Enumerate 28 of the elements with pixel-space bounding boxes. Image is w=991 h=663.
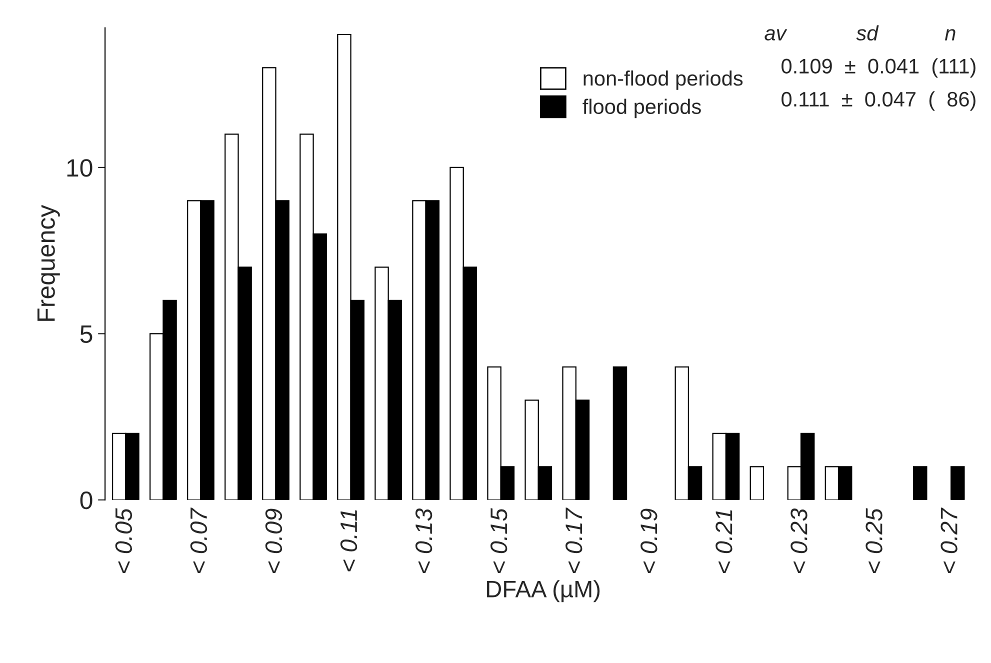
x-tick-label: < 0.21 [716, 510, 732, 574]
legend-label: flood periods [582, 98, 701, 118]
x-tick-label: < 0.27 [940, 508, 958, 574]
y-tick-label: 5 [80, 326, 92, 343]
bar [950, 466, 965, 500]
bar [612, 366, 628, 500]
annotation: 0.109 ± 0.041 (111) [782, 58, 976, 78]
x-tick-label: < 0.15 [490, 508, 508, 574]
x-tick-label: < 0.05 [115, 508, 132, 574]
y-tick-label: 0 [80, 492, 92, 510]
x-tick-label: < 0.25 [866, 508, 882, 574]
x-tick-label: < 0.13 [415, 508, 432, 574]
bar [913, 466, 928, 500]
y-tick-label: 10 [67, 159, 92, 177]
bar [750, 466, 764, 500]
annotation: n [944, 29, 956, 40]
annotation: av [764, 29, 788, 41]
annotation: 0.111 ± 0.047 ( 86) [782, 91, 976, 111]
x-tick-label: < 0.11 [340, 510, 358, 572]
x-tick-label: < 0.23 [790, 508, 808, 574]
annotation: sd [856, 25, 879, 41]
x-axis-title: DFAA (µM) [487, 580, 600, 602]
x-tick-label: < 0.09 [265, 508, 282, 574]
legend-label: non-flood periods [584, 70, 743, 90]
x-tick-label: < 0.07 [190, 508, 208, 574]
x-tick-label: < 0.17 [566, 508, 582, 574]
y-axis-title: Frequency [37, 204, 60, 321]
x-tick-label: < 0.19 [640, 508, 658, 574]
